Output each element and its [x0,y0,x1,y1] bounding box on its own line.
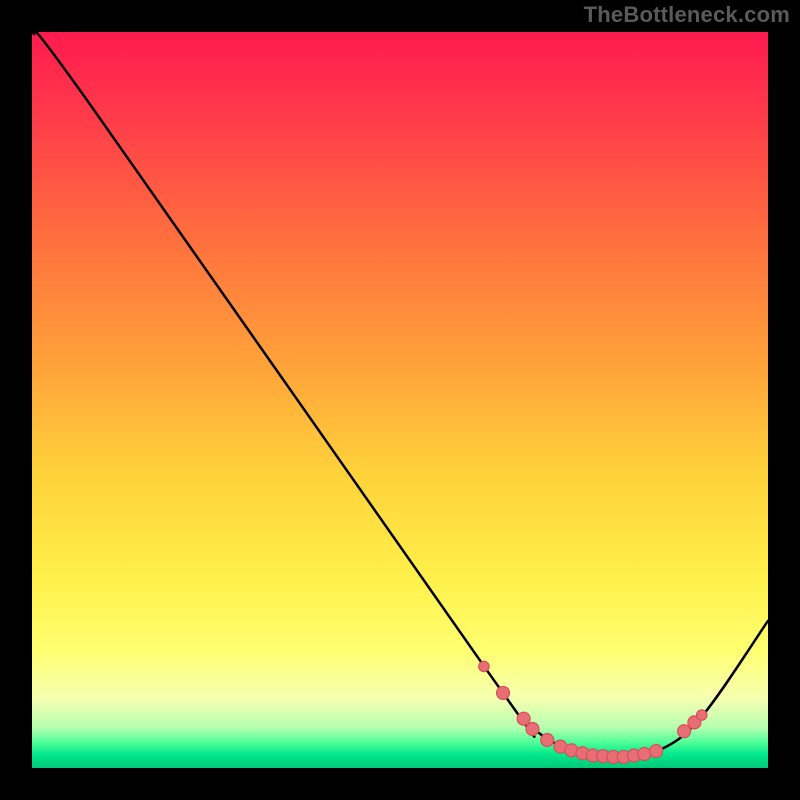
data-point [541,734,554,747]
chart-svg [32,32,768,768]
watermark-text: TheBottleneck.com [584,2,790,28]
data-point [678,725,691,738]
data-point [650,745,663,758]
data-point [497,686,510,699]
chart-frame: TheBottleneck.com [0,0,800,800]
data-point [517,712,530,725]
data-point [526,722,539,735]
data-point [479,661,489,671]
data-point [697,710,707,720]
data-point [638,748,651,761]
gradient-background [32,32,768,768]
plot-area [32,32,768,768]
